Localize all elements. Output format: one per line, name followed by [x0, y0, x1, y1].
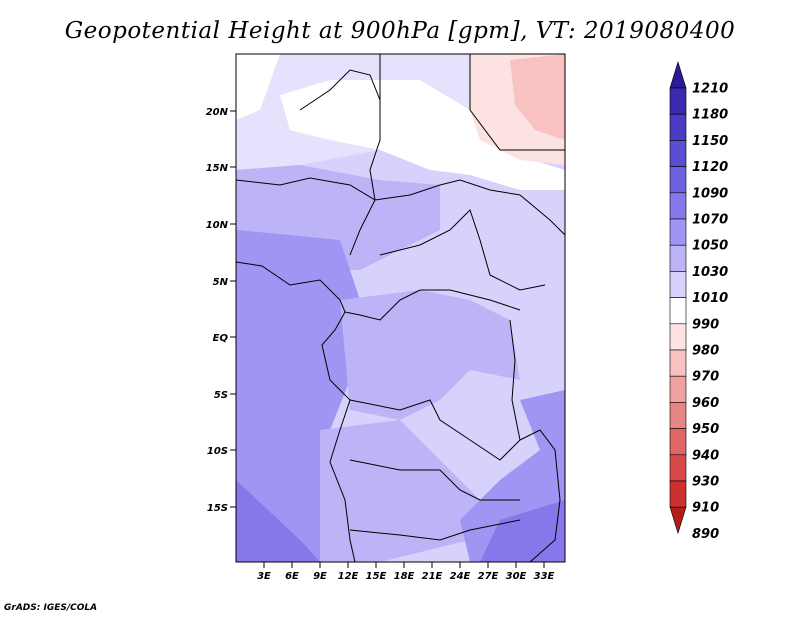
colorbar-swatch: [669, 87, 687, 115]
lon-label: 24E: [450, 571, 471, 582]
border-great-lakes: [509, 319, 521, 441]
field-white-nw: [236, 54, 280, 120]
colorbar-swatch: [669, 297, 687, 325]
lon-label: 12E: [338, 571, 359, 582]
colorbar-label: 940: [692, 448, 719, 463]
colorbar-label: 1070: [692, 213, 728, 228]
border-congo-north: [344, 289, 521, 321]
colorbar-swatch: [669, 244, 687, 272]
colorbar-label: 950: [692, 422, 719, 437]
chart-title: Geopotential Height at 900hPa [gpm], VT:…: [64, 18, 736, 44]
lon-axis: 3E 6E 9E 12E 15E 18E 21E 24E 27E 30E 33E: [257, 562, 555, 582]
colorbar-label: 910: [692, 501, 719, 516]
field-se-deep: [480, 500, 565, 562]
colorbar-bottom-arrow: [669, 506, 687, 535]
colorbar-swatch: [669, 271, 687, 298]
lat-label: 5N: [213, 277, 229, 288]
coastline-west-africa: [236, 261, 346, 313]
colorbar-label: 980: [692, 344, 719, 359]
lat-label: 20N: [206, 107, 229, 118]
field-congo-mid: [340, 290, 520, 420]
border-car: [379, 209, 546, 291]
colorbar: 1210 1180 1150 1120 1090 1070 1050 1030 1010 990 9…: [669, 60, 728, 542]
lat-label: 15S: [207, 503, 228, 514]
colorbar-top-arrow: [669, 60, 687, 89]
colorbar-swatch: [669, 349, 687, 377]
lon-label: 21E: [422, 571, 443, 582]
colorbar-label: 1090: [692, 186, 728, 201]
colorbar-swatch: [669, 140, 687, 167]
colorbar-swatch: [669, 218, 687, 246]
lon-label: 15E: [366, 571, 387, 582]
colorbar-swatch: [669, 375, 687, 403]
lon-label: 3E: [257, 571, 271, 582]
colorbar-label: 970: [692, 370, 719, 385]
field-pink-mid: [510, 54, 565, 140]
lon-label: 33E: [534, 571, 555, 582]
border-west-1: [236, 177, 376, 256]
coastline-west-central: [321, 311, 356, 562]
colorbar-label: 960: [692, 396, 719, 411]
colorbar-label: 1050: [692, 239, 728, 254]
lat-label: 10S: [207, 446, 228, 457]
colorbar-swatch: [669, 192, 687, 220]
country-borders: [236, 54, 565, 562]
field-white-zone: [280, 80, 565, 190]
border-southern: [349, 519, 521, 541]
colorbar-label: 1030: [692, 265, 728, 280]
height-field: [236, 54, 565, 562]
colorbar-swatch: [669, 402, 687, 429]
border-drc-south: [349, 399, 521, 461]
colorbar-label: 930: [692, 475, 719, 490]
lon-label: 6E: [285, 571, 299, 582]
colorbar-swatch: [669, 323, 687, 351]
colorbar-label: 890: [692, 527, 719, 542]
field-south-mid: [320, 420, 480, 562]
field-sw-deep: [236, 480, 320, 562]
colorbar-label: 990: [692, 317, 719, 332]
colorbar-swatch: [669, 166, 687, 194]
lat-label: 15N: [206, 163, 229, 174]
lon-label: 9E: [313, 571, 327, 582]
colorbar-label: 1150: [692, 134, 728, 149]
colorbar-swatch: [669, 428, 687, 456]
lon-label: 30E: [506, 571, 527, 582]
border-angola-south: [349, 459, 520, 501]
border-north-1: [299, 69, 381, 201]
lat-label: EQ: [213, 333, 229, 344]
colorbar-label: 1180: [692, 108, 728, 123]
colorbar-label: 1010: [692, 291, 728, 306]
lat-axis: 20N 15N 10N 5N EQ 5S 10S 15S: [206, 107, 236, 514]
colorbar-swatch: [669, 113, 687, 141]
border-sahel: [374, 179, 565, 236]
map-frame: [235, 53, 566, 563]
credit-text: GrADS: IGES/COLA: [4, 603, 98, 613]
colorbar-label: 1210: [692, 82, 728, 97]
lon-label: 18E: [394, 571, 415, 582]
lat-label: 5S: [214, 390, 228, 401]
field-atlantic-strong: [236, 230, 360, 562]
lon-label: 27E: [478, 571, 499, 582]
coastline-east: [519, 429, 561, 562]
border-egypt-sudan: [469, 54, 565, 151]
colorbar-swatch: [669, 454, 687, 482]
colorbar-label: 1120: [692, 160, 728, 175]
lat-label: 10N: [206, 220, 229, 231]
colorbar-swatch: [669, 480, 687, 508]
